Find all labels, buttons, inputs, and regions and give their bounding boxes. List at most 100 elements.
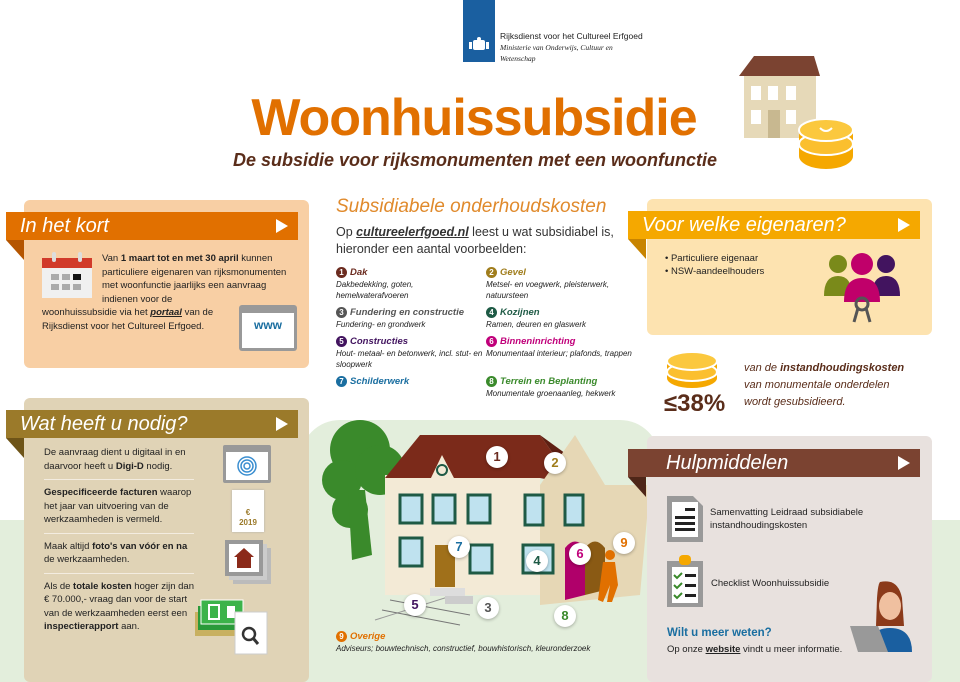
kosten-item-title: 5 Constructies bbox=[336, 335, 486, 348]
kosten-item: 7 Schilderwerk bbox=[336, 375, 486, 399]
kosten-item-desc: Adviseurs; bouwtechnisch, constructief, … bbox=[336, 644, 591, 653]
rijksoverheid-logo bbox=[463, 0, 495, 62]
kosten-item: 2 Gevel Metsel- en voegwerk, pleisterwerk,… bbox=[486, 266, 636, 301]
house-coins-icon bbox=[739, 56, 854, 169]
text: hoger zijn dan € 70.000,- vraag dan voor… bbox=[44, 580, 194, 619]
number-badge: 1 bbox=[336, 267, 347, 278]
nodig-list: De aanvraag dient u digitaal in en daarv… bbox=[44, 446, 194, 634]
kosten-list: 1 Dak Dakbedekking, goten, hemelwaterafvoe… bbox=[336, 266, 636, 399]
kosten-item-title-text: Fundering en constructie bbox=[350, 307, 465, 318]
kosten-item-title: 8 Terrein en Beplanting bbox=[486, 375, 636, 388]
nodig-item-inspectie: Als de totale kosten hoger zijn dan € 70… bbox=[44, 580, 194, 634]
kosten-item-title-text: Binneninrichting bbox=[500, 336, 576, 347]
house-illustration bbox=[322, 420, 650, 626]
kosten-item-title-text: Schilderwerk bbox=[350, 376, 410, 387]
kosten-item-desc: Hout- metaal- en betonwerk, incl. stut- … bbox=[336, 349, 483, 369]
text: van monumentale onderdelen bbox=[744, 379, 890, 391]
kosten-item-title-text: Gevel bbox=[500, 267, 526, 278]
play-arrow-icon bbox=[898, 218, 910, 232]
number-badge: 7 bbox=[336, 376, 347, 387]
text: NSW-aandeelhouders bbox=[670, 266, 765, 277]
eigenaren-heading: Voor welke eigenaren? bbox=[642, 214, 846, 236]
kosten-item-title-text: Terrein en Beplanting bbox=[500, 376, 598, 387]
person-laptop-icon bbox=[850, 581, 912, 652]
org-name: Rijksdienst voor het Cultureel Erfgoed bbox=[500, 31, 643, 41]
kosten-item: 3 Fundering en constructie Fundering- en g… bbox=[336, 306, 486, 330]
document-summary-icon bbox=[667, 496, 703, 542]
text: Op bbox=[336, 225, 357, 239]
nodig-banner[interactable]: Wat heeft u nodig? bbox=[6, 410, 298, 438]
text: waarop het jaar van uitvoering van de we… bbox=[44, 487, 192, 525]
kosten-item: 4 Kozijnen Ramen, deuren en glaswerk bbox=[486, 306, 636, 330]
kort-text-block: Van 1 maart tot en met 30 april kunnen p… bbox=[42, 252, 298, 354]
kosten-item-title: 9 Overige bbox=[336, 630, 636, 643]
kosten-item-title: 7 Schilderwerk bbox=[336, 375, 486, 388]
text: de werkzaamheden. bbox=[44, 554, 130, 565]
banner-fold bbox=[628, 477, 646, 497]
hulp-banner[interactable]: Hulpmiddelen bbox=[628, 449, 920, 477]
kosten-item-title-text: Kozijnen bbox=[500, 307, 540, 318]
more-info-title: Wilt u meer weten? bbox=[667, 627, 772, 639]
kosten-item-desc: Metsel- en voegwerk, pleisterwerk, natuu… bbox=[486, 280, 610, 300]
kosten-item-overige: 9 Overige Adviseurs; bouwtechnisch, constr… bbox=[336, 630, 636, 654]
house-marker: 8 bbox=[554, 605, 576, 627]
house-marker: 2 bbox=[544, 452, 566, 474]
number-badge: 3 bbox=[336, 307, 347, 318]
kosten-intro: Op cultureelerfgoed.nl leest u wat subsi… bbox=[336, 224, 636, 258]
fingerprint-icon bbox=[223, 445, 271, 483]
page-subtitle: De subsidie voor rijksmonumenten met een… bbox=[232, 150, 718, 170]
text-bold: totale kosten bbox=[73, 580, 132, 592]
cultureelerfgoed-link[interactable]: cultureelerfgoed.nl bbox=[356, 225, 469, 239]
text-bold: Digi-D bbox=[115, 460, 144, 472]
euro-sign: € bbox=[245, 508, 251, 517]
house-marker: 3 bbox=[477, 597, 499, 619]
nodig-item-fotos: Maak altijd foto's van vóór en na de wer… bbox=[44, 540, 194, 567]
text-bold: Gespecificeerde facturen bbox=[44, 487, 158, 498]
invoice-icon: €2019 bbox=[232, 490, 264, 532]
checklist-icon bbox=[667, 555, 703, 607]
play-arrow-icon bbox=[276, 417, 288, 431]
portaal-link[interactable]: portaal bbox=[150, 307, 182, 318]
text: wordt gesubsidieerd. bbox=[744, 396, 846, 408]
text: van de bbox=[744, 362, 781, 374]
kosten-heading: Subsidiabele onderhoudskosten bbox=[336, 196, 607, 217]
website-link[interactable]: website bbox=[705, 644, 741, 655]
kosten-item: 9 Overige Adviseurs; bouwtechnisch, constr… bbox=[336, 630, 636, 654]
text: Op onze bbox=[667, 644, 706, 655]
text-bold: foto's van vóór en na bbox=[92, 540, 188, 552]
text-bold: instandhoudingskosten bbox=[780, 362, 905, 374]
kosten-item-desc: Monumentaal interieur; plafonds, trappen bbox=[486, 349, 632, 358]
kosten-item-title-text: Overige bbox=[350, 631, 386, 642]
number-badge: 9 bbox=[336, 631, 347, 642]
number-badge: 5 bbox=[336, 336, 347, 347]
nodig-item-digid: De aanvraag dient u digitaal in en daarv… bbox=[44, 446, 194, 473]
eigenaren-item: • Particuliere eigenaar bbox=[665, 253, 759, 264]
hulp-item-leidraad[interactable]: Samenvatting Leidraad subsidiabele insta… bbox=[710, 507, 864, 531]
number-badge: 4 bbox=[486, 307, 497, 318]
play-arrow-icon bbox=[898, 456, 910, 470]
percentage-text: van de instandhoudingskosten van monumen… bbox=[744, 360, 944, 411]
kosten-item: 6 Binneninrichting Monumentaal interieur; … bbox=[486, 335, 636, 370]
photos-icon bbox=[225, 540, 271, 584]
kort-text-post: van de Rijksdienst voor het Cultureel Er… bbox=[42, 307, 214, 332]
coins-icon bbox=[666, 351, 718, 388]
house-marker: 1 bbox=[486, 446, 508, 468]
number-badge: 8 bbox=[486, 376, 497, 387]
kosten-column: Op cultureelerfgoed.nl leest u wat subsi… bbox=[336, 224, 636, 399]
kosten-item-title: 2 Gevel bbox=[486, 266, 636, 279]
kort-date-range: 1 maart tot en met 30 april bbox=[120, 253, 239, 264]
kosten-item-title-text: Dak bbox=[350, 267, 368, 278]
more-info-text: Op onze website vindt u meer informatie. bbox=[667, 643, 847, 657]
hulp-item-checklist[interactable]: Checklist Woonhuissubsidie bbox=[711, 578, 830, 589]
kort-banner[interactable]: In het kort bbox=[6, 212, 298, 240]
eigenaren-banner[interactable]: Voor welke eigenaren? bbox=[628, 211, 920, 239]
divider bbox=[44, 479, 194, 480]
kosten-item-desc: Ramen, deuren en glaswerk bbox=[486, 320, 587, 329]
walking-person-icon bbox=[598, 550, 618, 602]
banner-fold bbox=[6, 240, 24, 260]
text: De aanvraag dient u digitaal in en daarv… bbox=[44, 447, 186, 472]
kosten-item-desc: Fundering- en grondwerk bbox=[336, 320, 426, 329]
kosten-item-title-text: Constructies bbox=[350, 336, 409, 347]
coat-of-arms-icon bbox=[469, 37, 489, 50]
kosten-item: 8 Terrein en Beplanting Monumentale groena… bbox=[486, 375, 636, 399]
